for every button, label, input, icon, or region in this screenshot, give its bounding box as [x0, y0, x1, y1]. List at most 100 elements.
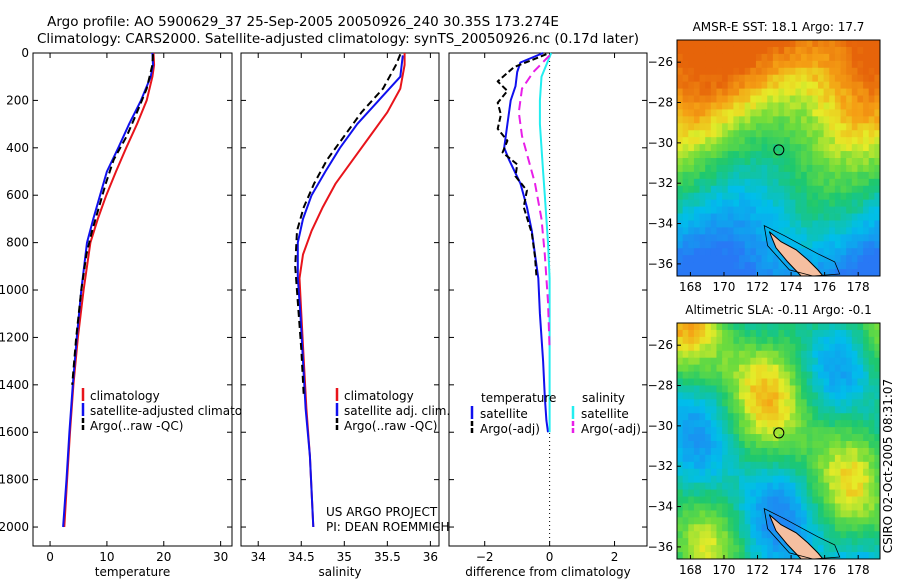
map-cell: [693, 329, 700, 338]
map-cell: [727, 475, 734, 484]
map-cell: [710, 531, 717, 539]
map-cell: [733, 220, 740, 228]
map-cell: [874, 503, 881, 511]
map-cell: [851, 496, 858, 504]
map-cell: [834, 158, 841, 166]
map-cell: [840, 552, 847, 560]
map-cell: [784, 552, 791, 560]
map-cell: [699, 199, 706, 207]
map-cell: [727, 531, 734, 539]
map-cell: [829, 434, 836, 442]
map-cell: [688, 357, 695, 366]
map-cell: [682, 489, 689, 497]
map-cell: [716, 461, 723, 470]
map-cell: [722, 248, 729, 256]
map-cell: [733, 199, 740, 207]
map-cell: [767, 336, 774, 345]
map-cell: [716, 213, 723, 221]
map-cell: [688, 178, 695, 187]
map-cell: [722, 392, 729, 400]
map-cell: [744, 517, 751, 525]
map-cell: [710, 213, 717, 221]
map-cell: [851, 552, 858, 560]
map-cell: [772, 427, 779, 435]
map-cell: [716, 102, 723, 110]
map-cell: [733, 482, 740, 490]
map-cell: [727, 461, 734, 470]
map-cell: [874, 171, 881, 180]
map-cell: [863, 392, 870, 400]
map-cell: [722, 46, 729, 55]
x-tick-label: 35.5: [374, 550, 401, 564]
map-cell: [851, 510, 858, 518]
map-cell: [823, 234, 830, 242]
map-cell: [801, 248, 808, 256]
map-cell: [846, 329, 853, 338]
map-cell: [733, 171, 740, 180]
map-cell: [874, 350, 881, 359]
map-cell: [739, 234, 746, 242]
map-cell: [688, 40, 695, 48]
map-cell: [755, 329, 762, 338]
map-cell: [857, 447, 864, 456]
map-cell: [812, 60, 819, 69]
map-cell: [755, 454, 762, 463]
map-cell: [755, 406, 762, 414]
map-cell: [840, 427, 847, 435]
map-cell: [767, 46, 774, 55]
map-cell: [857, 185, 864, 194]
temperature-panel: 0 10 20 30020040060080010001200140016001800…: [0, 46, 260, 579]
map-cell: [755, 489, 762, 497]
map-cell: [817, 357, 825, 366]
map-cell: [761, 137, 768, 145]
y-tick-label: 800: [6, 236, 29, 250]
map-cell: [784, 40, 791, 48]
map-cell: [778, 60, 785, 69]
map-cell: [817, 468, 825, 477]
map-cell: [812, 441, 819, 449]
map-cell: [699, 269, 706, 277]
map-cell: [682, 255, 689, 263]
map-cell: [677, 475, 684, 484]
y-tick-label: 1200: [0, 330, 29, 344]
map-cell: [806, 255, 813, 263]
map-cell: [801, 420, 808, 428]
map-cell: [744, 489, 751, 497]
map-cell: [857, 102, 864, 110]
map-cell: [772, 364, 779, 372]
map-cell: [682, 385, 689, 393]
map-cell: [840, 46, 847, 55]
map-cell: [806, 192, 813, 201]
map-cell: [761, 109, 768, 117]
map-cell: [727, 517, 734, 525]
map-cell: [739, 81, 746, 89]
map-cell: [677, 227, 684, 235]
map-cell: [851, 441, 858, 449]
map-cell: [795, 40, 802, 48]
map-cell: [778, 88, 785, 96]
map-cell: [863, 357, 870, 366]
map-cell: [722, 406, 729, 414]
map-cell: [710, 517, 717, 525]
map-cell: [801, 364, 808, 372]
map-cell: [739, 213, 746, 221]
map-cell: [868, 336, 875, 345]
map-cell: [817, 503, 825, 511]
map-cell: [778, 538, 785, 546]
map-cell: [795, 88, 802, 96]
map-cell: [851, 95, 858, 103]
map-cell: [851, 171, 858, 180]
map-cell: [840, 220, 847, 228]
map-cell: [851, 413, 858, 421]
map-cell: [817, 336, 825, 345]
map-cell: [677, 151, 684, 159]
map-cell: [851, 399, 858, 407]
map-cell: [817, 538, 825, 546]
map-cell: [846, 220, 853, 228]
map-cell: [846, 171, 853, 180]
map-cell: [784, 336, 791, 345]
map-cell: [682, 441, 689, 449]
map-cell: [806, 434, 813, 442]
map-cell: [722, 441, 729, 449]
map-cell: [778, 461, 785, 470]
